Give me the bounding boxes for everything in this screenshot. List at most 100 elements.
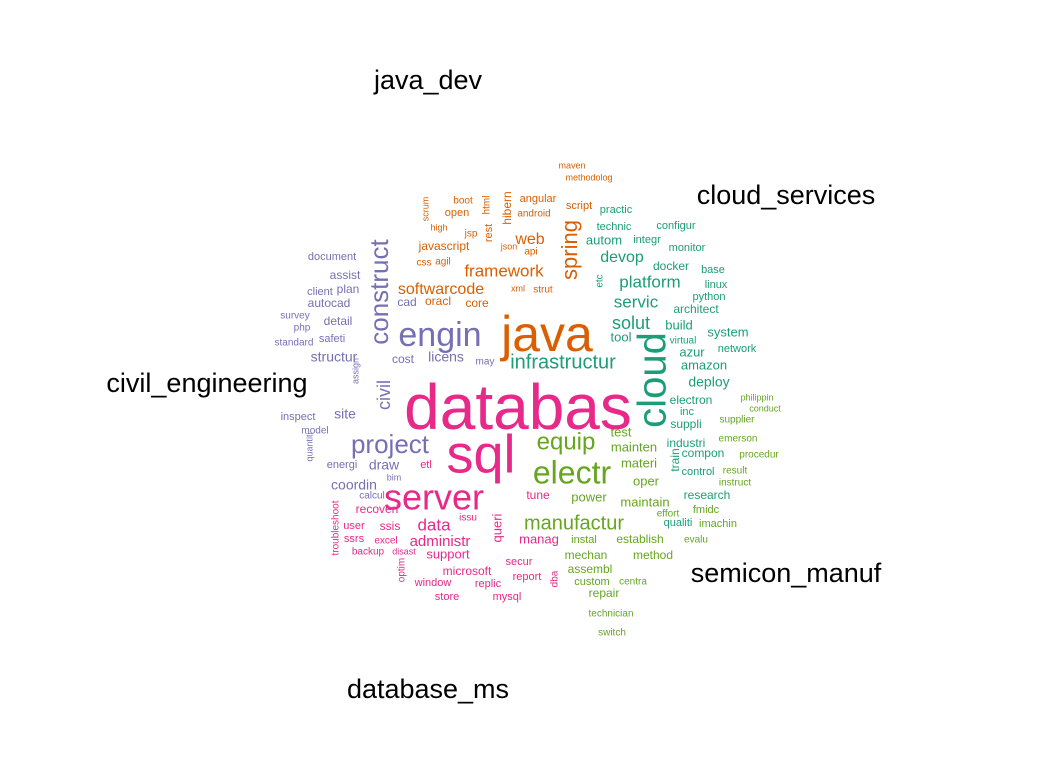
- word-project: project: [351, 429, 430, 459]
- word-oper: oper: [633, 473, 660, 488]
- word-compon: compon: [682, 446, 725, 460]
- word-sql: sql: [446, 424, 515, 484]
- word-engin: engin: [398, 316, 481, 354]
- word-draw: draw: [369, 457, 400, 473]
- word-survey: survey: [280, 311, 309, 322]
- word-inc: inc: [680, 406, 695, 418]
- word-data: data: [417, 515, 451, 534]
- word-python: python: [692, 291, 725, 303]
- word-amazon: amazon: [681, 357, 727, 372]
- word-virtual: virtual: [670, 336, 697, 347]
- word-base: base: [701, 264, 725, 276]
- word-support: support: [426, 546, 470, 561]
- word-research: research: [684, 488, 731, 502]
- word-secur: secur: [506, 556, 533, 568]
- group-label-cloud-services: cloud_services: [697, 180, 876, 210]
- word-inspect: inspect: [281, 411, 316, 423]
- word-autom: autom: [586, 232, 622, 247]
- word-html: html: [482, 196, 493, 215]
- word-rest: rest: [483, 224, 495, 242]
- word-practic: practic: [600, 204, 633, 216]
- word-etc: etc: [595, 274, 606, 287]
- word-custom: custom: [574, 576, 609, 588]
- word-linux: linux: [705, 279, 728, 291]
- word-quantiti: quantiti: [304, 432, 314, 461]
- word-xml: xml: [511, 283, 525, 293]
- word-api: api: [524, 247, 537, 258]
- word-detail: detail: [324, 314, 353, 328]
- word-model: model: [301, 426, 328, 437]
- word-bim: bim: [387, 472, 402, 482]
- word-switch: switch: [598, 628, 626, 639]
- word-oracl: oracl: [425, 294, 451, 308]
- word-tool: tool: [611, 329, 632, 344]
- word-queri: queri: [489, 513, 504, 542]
- word-industri: industri: [667, 436, 706, 450]
- word-plan: plan: [337, 282, 360, 296]
- word-manufactur: manufactur: [524, 512, 624, 534]
- word-result: result: [723, 466, 748, 477]
- word-disast: disast: [392, 546, 416, 556]
- word-window: window: [414, 577, 452, 589]
- word-imachin: imachin: [699, 518, 737, 530]
- word-softwarcode: softwarcode: [398, 281, 484, 298]
- word-javascript: javascript: [418, 239, 470, 253]
- word-supplier: supplier: [719, 415, 755, 426]
- word-tune: tune: [526, 488, 550, 502]
- word-angular: angular: [520, 193, 557, 205]
- word-backup: backup: [352, 547, 385, 558]
- word-materi: materi: [621, 455, 657, 470]
- word-ssrs: ssrs: [344, 533, 365, 545]
- word-boot: boot: [453, 196, 473, 207]
- word-coordin: coordin: [331, 477, 377, 493]
- word-calcul: calcul: [359, 491, 385, 502]
- word-technic: technic: [597, 221, 632, 233]
- word-platform: platform: [619, 272, 680, 291]
- group-label-civil-engineering: civil_engineering: [106, 368, 307, 398]
- word-mechan: mechan: [565, 548, 608, 562]
- word-store: store: [435, 591, 459, 603]
- word-autocad: autocad: [308, 296, 351, 310]
- word-excel: excel: [374, 536, 397, 547]
- word-java: java: [499, 306, 593, 362]
- word-instal: instal: [571, 534, 597, 546]
- word-server: server: [384, 477, 484, 518]
- word-electron: electron: [670, 393, 713, 407]
- word-repair: repair: [589, 586, 620, 600]
- word-centra: centra: [619, 577, 647, 588]
- word-web: web: [514, 231, 544, 248]
- word-configur: configur: [656, 220, 695, 232]
- word-framework: framework: [464, 261, 544, 280]
- group-label-java-dev: java_dev: [373, 65, 483, 95]
- word-equip: equip: [537, 428, 596, 455]
- word-civil: civil: [374, 380, 394, 410]
- word-servic: servic: [614, 292, 659, 311]
- word-strut: strut: [533, 285, 553, 296]
- word-mainten: mainten: [611, 439, 657, 454]
- word-optim: optim: [397, 558, 408, 582]
- word-evalu: evalu: [684, 535, 708, 546]
- word-may: may: [476, 357, 495, 368]
- word-mysql: mysql: [493, 591, 522, 603]
- word-deploy: deploy: [688, 374, 729, 390]
- word-integr: integr: [633, 234, 661, 246]
- word-suppli: suppli: [670, 417, 701, 431]
- word-css: css: [417, 258, 432, 269]
- word-dba: dba: [550, 570, 561, 587]
- word-licens: licens: [428, 349, 464, 365]
- word-android: android: [517, 209, 550, 220]
- word-power: power: [571, 489, 607, 504]
- word-architect: architect: [673, 302, 719, 316]
- word-cloud: cloud: [631, 332, 675, 428]
- word-azur: azur: [679, 344, 705, 359]
- word-instruct: instruct: [719, 478, 751, 489]
- word-infrastructur: infrastructur: [510, 351, 616, 373]
- word-report: report: [513, 571, 542, 583]
- group-label-semicon-manuf: semicon_manuf: [691, 558, 882, 588]
- word-electr: electr: [533, 454, 612, 490]
- word-open: open: [445, 207, 469, 219]
- word-site: site: [334, 406, 356, 422]
- word-assembl: assembl: [568, 562, 613, 576]
- word-safeti: safeti: [319, 333, 345, 345]
